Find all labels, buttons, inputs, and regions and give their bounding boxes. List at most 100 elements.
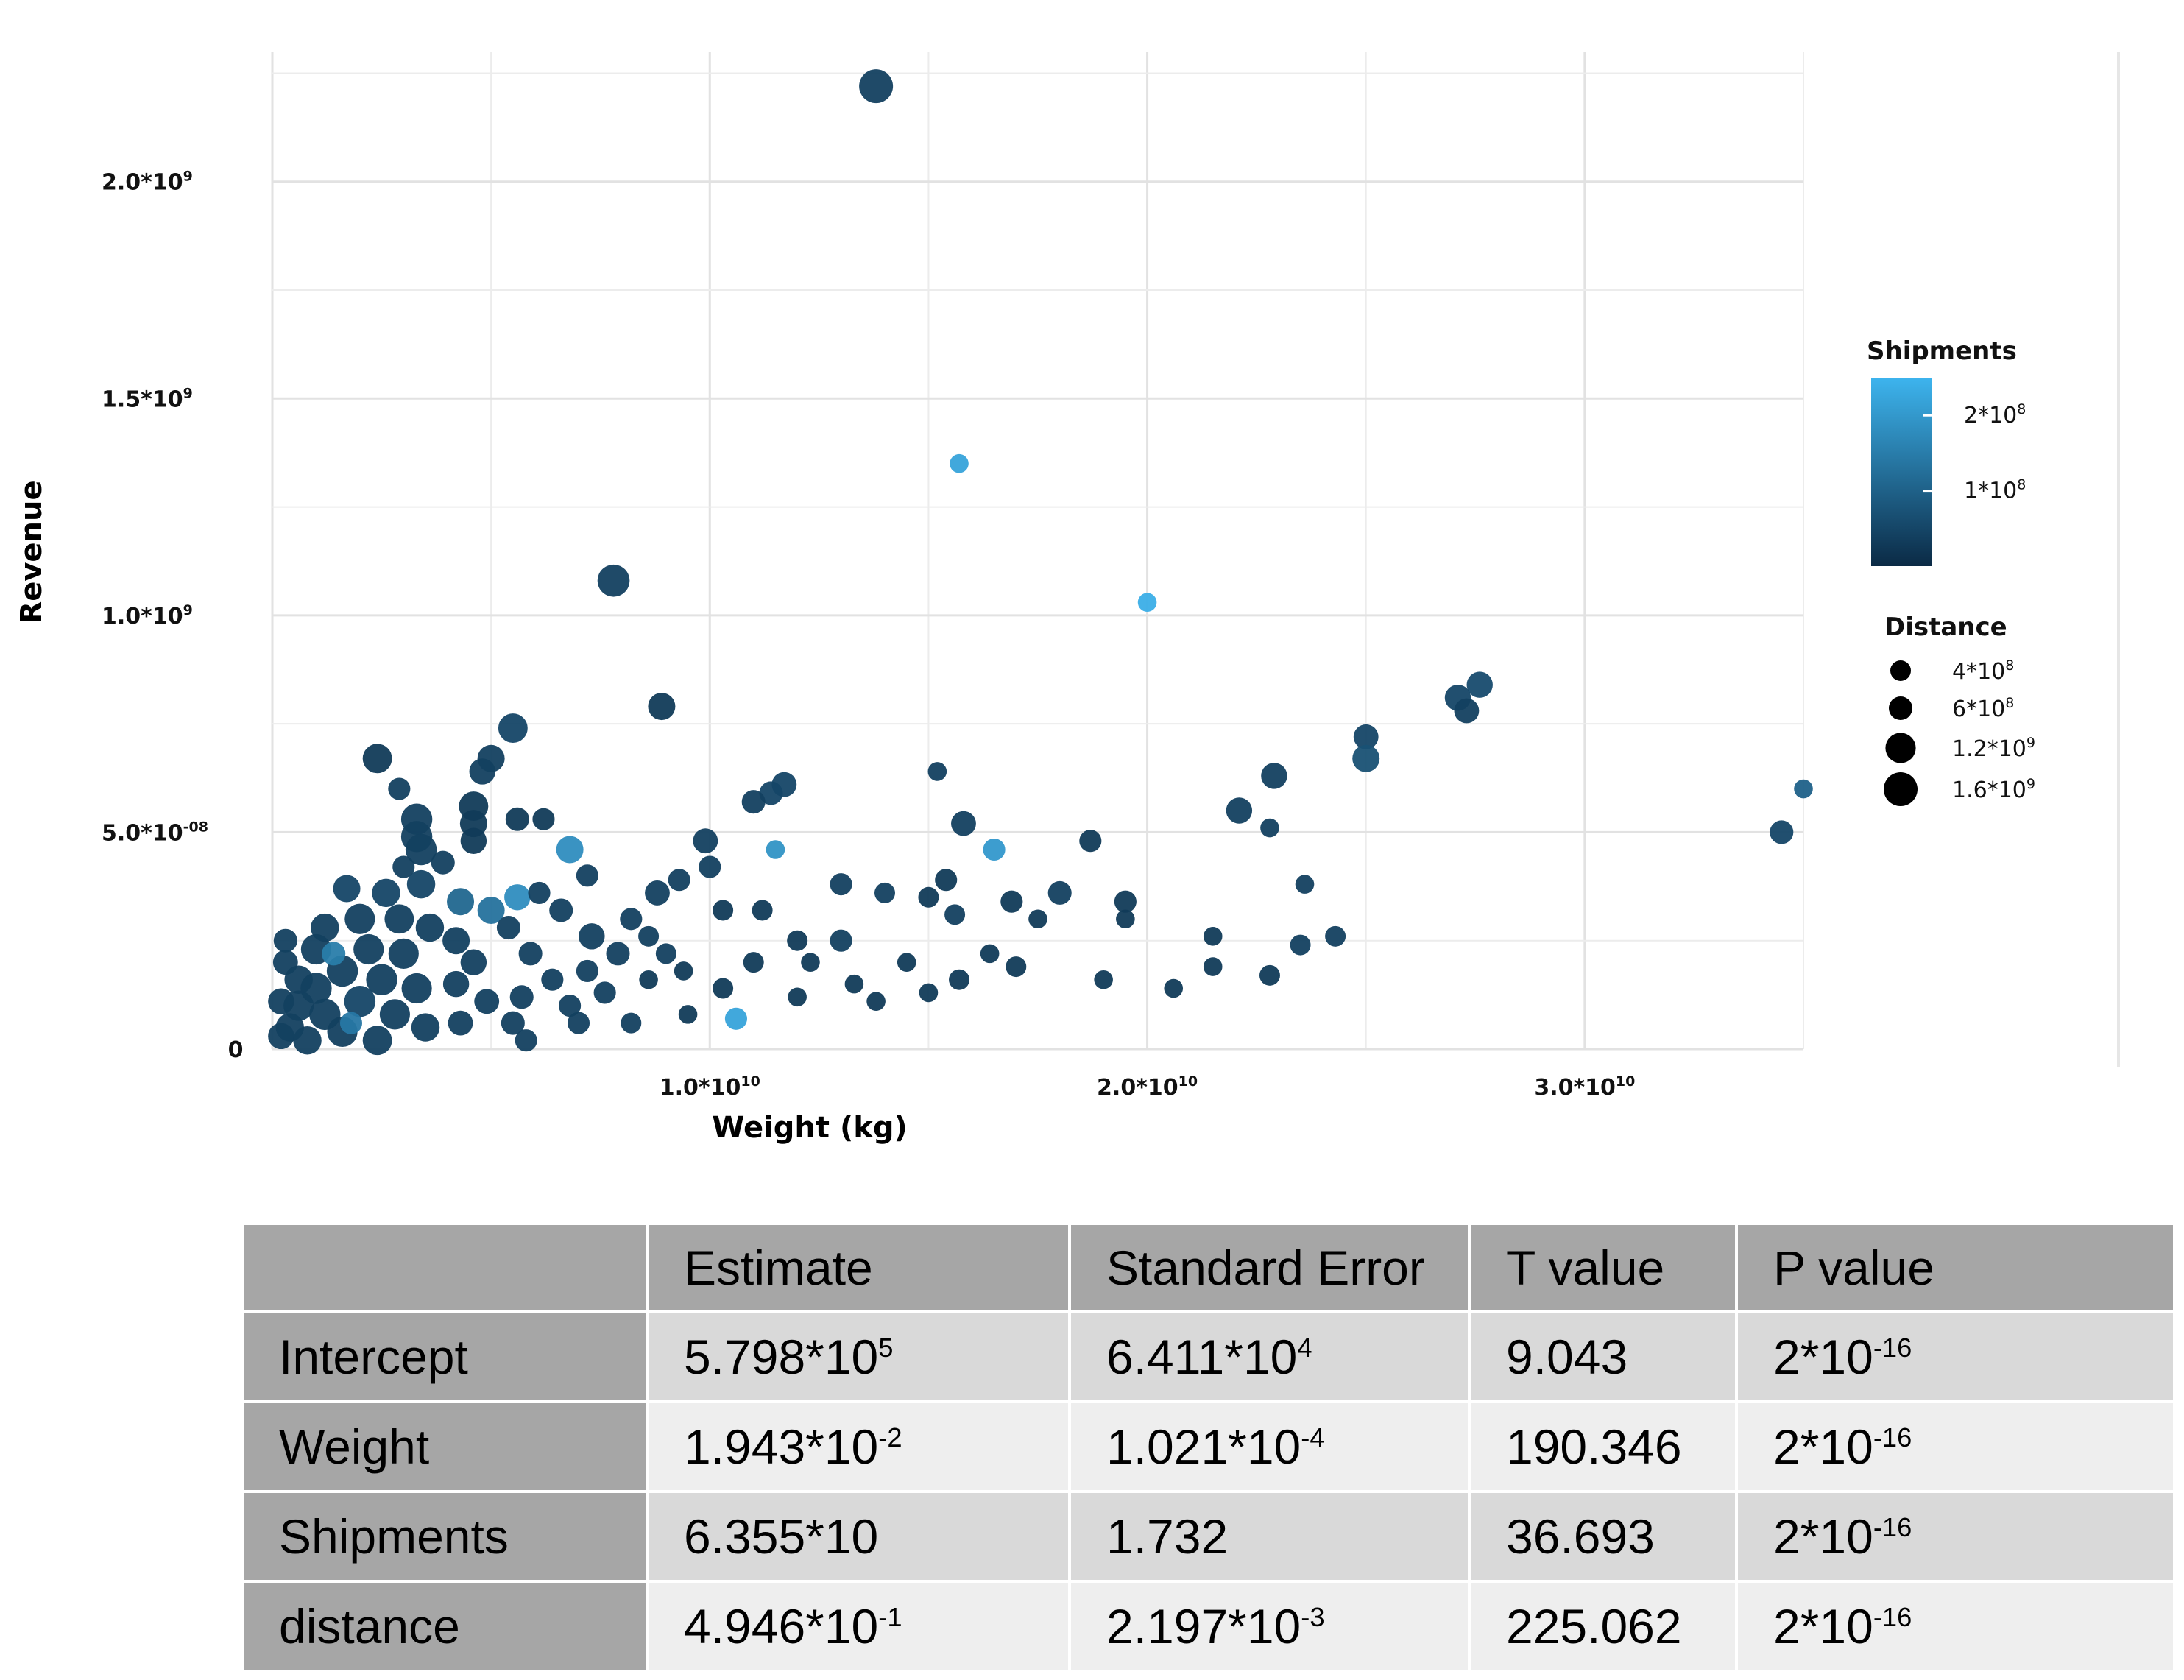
data-point (431, 850, 455, 875)
data-point (509, 985, 534, 1009)
data-point (518, 942, 543, 966)
data-point (699, 855, 721, 878)
regression-table: Estimate Standard Error T value P value … (241, 1222, 2176, 1673)
data-point (1770, 820, 1794, 844)
data-point (1352, 744, 1380, 772)
distance-legend-marker (1888, 696, 1913, 721)
data-point (713, 978, 734, 999)
data-point (1454, 698, 1480, 724)
data-point (874, 882, 895, 903)
distance-legend-title: Distance (1884, 613, 2007, 642)
data-point (1116, 909, 1135, 929)
data-point (787, 930, 808, 951)
data-point (1203, 957, 1223, 976)
data-point (1353, 724, 1379, 749)
data-point (980, 944, 1000, 964)
scatter-chart: 0 5.0*10-08 1.0*109 1.5*109 2.0*109 1.0*1010… (15, 52, 2120, 1145)
data-point (918, 886, 939, 908)
data-point (411, 1013, 440, 1042)
data-point (559, 995, 582, 1017)
data-point (1325, 925, 1346, 947)
y-axis-title: Revenue (15, 480, 49, 624)
data-point (447, 888, 475, 916)
data-point (293, 1026, 322, 1055)
data-point (1259, 964, 1280, 986)
distance-legend-marker (1890, 660, 1911, 681)
data-point (474, 989, 500, 1014)
data-point (1000, 890, 1023, 913)
row-label-cell: Intercept (241, 1310, 649, 1403)
data-point (935, 869, 958, 892)
data-point (460, 827, 487, 854)
data-point (620, 908, 643, 931)
data-point (897, 953, 916, 972)
data-point (759, 781, 783, 805)
table-cell: 190.346 (1468, 1400, 1738, 1493)
data-point (1006, 956, 1027, 978)
data-point (1164, 978, 1184, 998)
data-point (830, 873, 852, 896)
distance-legend-label: 1.2*109 (1952, 735, 2035, 762)
y-tick-label: 1.5*109 (102, 385, 193, 412)
data-point (951, 811, 976, 836)
data-point (505, 807, 529, 831)
data-point (362, 1026, 392, 1056)
distance-legend-marker (1885, 733, 1916, 763)
table-cell: 6.355*10 (646, 1490, 1071, 1583)
data-point (496, 916, 520, 940)
x-tick-label: 2.0*1010 (1097, 1073, 1198, 1101)
data-point (344, 985, 376, 1017)
table-cell: 2*10-16 (1735, 1310, 2176, 1403)
data-point (1079, 830, 1102, 853)
shipments-legend-label: 2*108 (1964, 401, 2026, 428)
data-point (1137, 593, 1157, 612)
plot-grid (271, 52, 2120, 1067)
data-point (460, 949, 487, 975)
data-point (678, 1005, 698, 1024)
data-point (362, 744, 392, 774)
data-point (322, 942, 346, 966)
table-cell: 1.943*10-2 (646, 1400, 1071, 1493)
data-point (353, 933, 384, 965)
data-point (501, 1011, 525, 1035)
data-point (1290, 934, 1311, 956)
data-point (655, 943, 676, 964)
data-point (606, 942, 630, 966)
y-tick-label: 5.0*10-08 (102, 819, 208, 846)
x-tick-label: 3.0*1010 (1534, 1073, 1635, 1101)
data-point (268, 1023, 294, 1050)
data-point (388, 777, 411, 800)
data-point (401, 973, 432, 1004)
table-cell: 4.946*10-1 (646, 1580, 1071, 1673)
data-point (830, 929, 852, 952)
data-point (788, 987, 807, 1007)
data-point (639, 970, 658, 989)
distance-legend-label: 1.6*109 (1952, 776, 2035, 803)
table-cell: 5.798*105 (646, 1310, 1071, 1403)
data-point (448, 1010, 473, 1036)
y-tick-label: 1.0*109 (102, 602, 193, 629)
data-point (372, 878, 400, 908)
data-points (268, 69, 1813, 1056)
data-point (344, 903, 375, 934)
y-axis-ticks: 0 5.0*10-08 1.0*109 1.5*109 2.0*109 (102, 169, 243, 1063)
row-label-cell: distance (241, 1580, 649, 1673)
data-point (1094, 970, 1113, 989)
data-point (621, 1012, 642, 1034)
table-cell: 2*10-16 (1735, 1400, 2176, 1493)
y-tick-label: 2.0*109 (102, 169, 193, 196)
row-label-cell: Weight (241, 1400, 649, 1493)
data-point (272, 950, 298, 975)
data-point (1295, 875, 1315, 894)
data-point (713, 900, 734, 921)
data-point (576, 959, 598, 983)
data-point (532, 808, 555, 830)
shipments-legend: Shipments 2*108 1*108 (1867, 336, 2026, 566)
header-cell: P value (1735, 1222, 2176, 1313)
data-point (919, 983, 939, 1003)
data-point (593, 981, 616, 1004)
data-point (1028, 909, 1047, 929)
data-point (366, 964, 397, 995)
x-axis-ticks: 1.0*1010 2.0*1010 3.0*1010 (660, 1073, 1636, 1101)
data-point (541, 968, 564, 991)
